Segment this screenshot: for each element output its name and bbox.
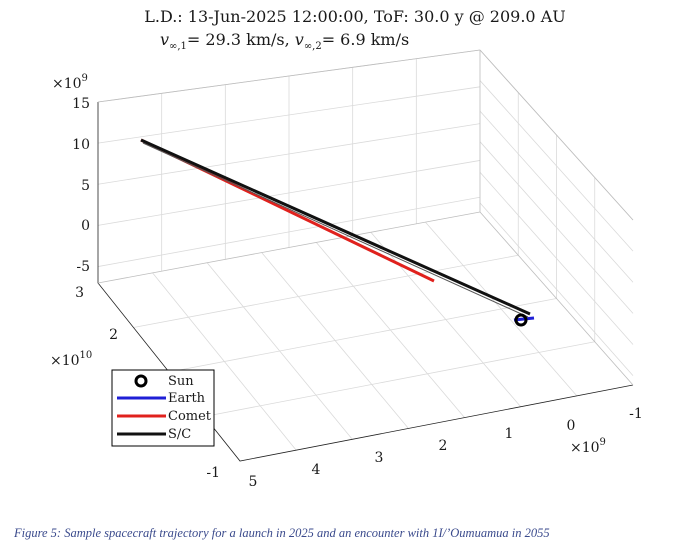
spacecraft-trajectory <box>140 138 531 316</box>
legend-label-earth: Earth <box>168 391 206 406</box>
axes-back-top-edge <box>479 49 634 221</box>
figure-title-line2: v∞,1= 29.3 km/s, v∞,2= 6.9 km/s <box>160 30 409 52</box>
x-tick-label: 2 <box>439 438 448 454</box>
comet-trajectory <box>140 138 435 283</box>
trajectory-figure: L.D.: 13-Jun-2025 12:00:00, ToF: 30.0 y … <box>50 7 643 490</box>
vinf1-value: = 29.3 km/s, <box>187 30 295 49</box>
trajectory-series <box>140 138 535 327</box>
x-tick-label: 3 <box>375 450 384 466</box>
legend-sun-marker <box>134 374 148 388</box>
y-tick-label: 2 <box>109 327 118 343</box>
z-tick-label: 15 <box>72 96 90 112</box>
x-tick-label: 4 <box>312 462 321 478</box>
x-tick-label: -1 <box>629 406 643 422</box>
z-tick-label: 0 <box>81 218 90 234</box>
legend-label-sun: Sun <box>168 374 194 389</box>
sun-marker <box>514 313 528 327</box>
y-axis: 3 2 -1 ×1010 <box>50 285 220 481</box>
figure-title-line1: L.D.: 13-Jun-2025 12:00:00, ToF: 30.0 y … <box>144 7 565 26</box>
vinf2-symbol: v <box>295 30 304 49</box>
axes-top-edge <box>97 49 481 103</box>
y-axis-multiplier: ×1010 <box>50 350 92 369</box>
legend-label-sc: S/C <box>168 427 191 442</box>
x-tick-label: 1 <box>505 426 514 442</box>
legend-label-comet: Comet <box>168 409 212 424</box>
vinf2-subscript: ∞,2 <box>304 41 322 52</box>
spacecraft-trajectory-shadow <box>142 142 529 318</box>
vinf1-subscript: ∞,1 <box>169 41 187 52</box>
vinf2-value: = 6.9 km/s <box>322 30 410 49</box>
z-tick-label: 10 <box>72 137 90 153</box>
legend: Sun Earth Comet S/C <box>111 369 215 447</box>
y-tick-label: 3 <box>75 285 84 301</box>
vinf1-symbol: v <box>160 30 169 49</box>
grid-line-floor <box>133 254 519 328</box>
axes-back-floor-edge <box>97 211 481 284</box>
grid-line-floor <box>168 298 557 373</box>
figure-caption: Figure 5: Sample spacecraft trajectory f… <box>14 526 550 540</box>
grid-line-floor <box>204 341 595 417</box>
y-tick-label: -1 <box>206 465 220 481</box>
x-tick-label: 5 <box>249 474 258 490</box>
z-tick-label: -5 <box>76 259 90 275</box>
z-axis: ×109 15 10 5 0 -5 <box>52 73 90 275</box>
z-axis-multiplier: ×109 <box>52 73 88 92</box>
x-tick-label: 0 <box>567 418 576 434</box>
x-axis: 5 4 3 2 1 0 -1 ×109 <box>249 406 643 490</box>
x-axis-multiplier: ×109 <box>570 437 606 456</box>
z-tick-label: 5 <box>81 178 90 194</box>
axes-back-floor-edge-2 <box>479 211 634 386</box>
